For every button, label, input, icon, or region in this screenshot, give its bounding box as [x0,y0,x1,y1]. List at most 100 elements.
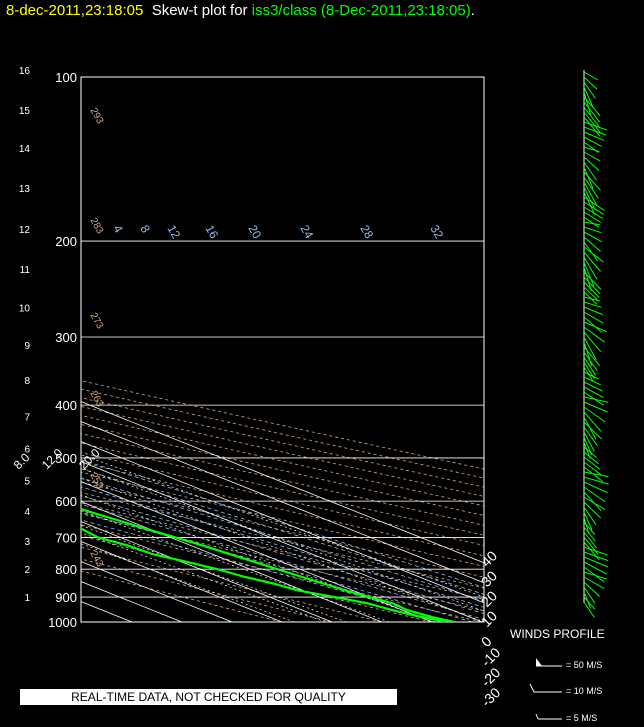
pressure-label-700: 700 [55,531,77,546]
wind-barb [583,151,601,162]
wind-barb [583,341,593,367]
wind-barb [583,321,607,333]
pressure-label-300: 300 [55,330,77,345]
wind-profile [583,70,609,618]
winds-profile-title: WINDS PROFILE [510,627,605,641]
wind-barb [583,476,609,485]
moist-adiabat-label-20: 20 [245,223,264,242]
legend-flag-50 [536,658,542,666]
height-label-5: 5 [24,476,30,487]
wind-barb [583,106,601,128]
height-label-10: 10 [19,304,31,315]
svg-text:20.0: 20.0 [76,445,103,472]
wind-barb [583,201,605,215]
axis-labels: 1002003004005006007008009001000123456789… [11,66,504,710]
wind-barb [583,511,593,531]
wind-barb [583,456,601,470]
dry-adiabat-433 [81,380,484,470]
isotherm--30 [81,541,283,622]
dry-adiabat-243 [81,570,282,622]
isotherm--20 [81,521,333,622]
wind-barb [583,311,604,324]
wind-barb [583,231,602,243]
isotherms [81,401,484,622]
pressure-label-900: 900 [55,590,77,605]
wind-barb [583,356,597,376]
dry-adiabat-293 [81,513,484,612]
wind-barb [583,301,602,308]
wind-barb [583,536,599,555]
svg-text:40: 40 [478,547,500,569]
svg-text:12.0: 12.0 [39,445,66,472]
wind-barb [583,486,606,503]
wind-barb [583,446,597,458]
dry-adiabat-323 [81,481,484,578]
wind-barb [583,381,603,392]
wind-legend-5: = 5 M/S [566,713,598,723]
wind-barb [583,376,601,386]
dry-adiabat-253 [81,558,332,622]
wind-barb [583,296,600,302]
svg-text:30: 30 [478,567,500,589]
svg-text:283: 283 [87,216,105,236]
legend-feather-5 [535,713,539,720]
svg-text:32: 32 [427,223,446,242]
wind-barb [583,471,609,478]
sounding-profiles [81,507,455,622]
wind-barb [583,121,608,131]
title-timestamp: 8-dec-2011,23:18:05 [6,2,144,19]
chart-title: 8-dec-2011,23:18:05 Skew-t plot for iss3… [6,2,475,19]
mixing-ratio-0.7 [81,532,326,622]
wind-barb [583,266,592,292]
wind-barb [583,506,597,526]
svg-text:20: 20 [478,587,500,609]
isotherm-30 [81,421,484,584]
wind-barb [583,326,605,343]
title-source: iss3/class (8-Dec-2011,23:18:05) [251,2,471,19]
wind-barb [583,166,594,189]
dry-adiabat-383 [81,424,484,516]
moist-adiabat-28 [81,468,484,595]
temperature-profile [81,507,455,622]
wind-barb [583,76,598,90]
height-label-4: 4 [24,507,30,518]
height-label-7: 7 [24,413,30,424]
dry-adiabat-313 [81,492,484,589]
wind-barb [583,281,600,298]
wind-barb [583,256,598,280]
wind-barb [583,181,597,205]
wind-barb [583,96,601,117]
wind-barb [583,346,601,367]
height-label-15: 15 [19,106,31,117]
moist-adiabat-label-32: 32 [427,223,446,242]
isotherm-right-10: 10 [478,607,500,629]
wind-barb [583,581,601,597]
dry-adiabats [81,380,484,622]
wind-barb [583,421,602,440]
moist-adiabat-label-28: 28 [357,223,376,242]
wind-barb [583,101,601,123]
wind-barb [583,146,600,153]
dry-adiabat-423 [81,388,484,479]
dry-adiabat-353 [81,452,484,546]
moist-adiabat-24 [81,477,484,602]
svg-text:8: 8 [137,223,153,236]
plot-frame [80,76,485,623]
wind-barb [583,526,596,542]
pressure-grid [81,240,484,598]
wind-barb [583,586,596,604]
height-label-9: 9 [24,341,30,352]
wind-barb [583,81,596,99]
wind-barb [583,176,599,199]
wind-barb [583,406,606,423]
wind-barb [583,136,602,147]
wind-barb [583,461,603,476]
wind-legend-barbs [529,658,562,720]
wind-barb [583,576,605,589]
quality-banner: REAL-TIME DATA, NOT CHECKED FOR QUALITY [20,689,397,705]
height-label-16: 16 [19,66,31,77]
wind-barb [583,481,608,494]
wind-barb [583,571,608,580]
title-period: . [470,2,475,19]
